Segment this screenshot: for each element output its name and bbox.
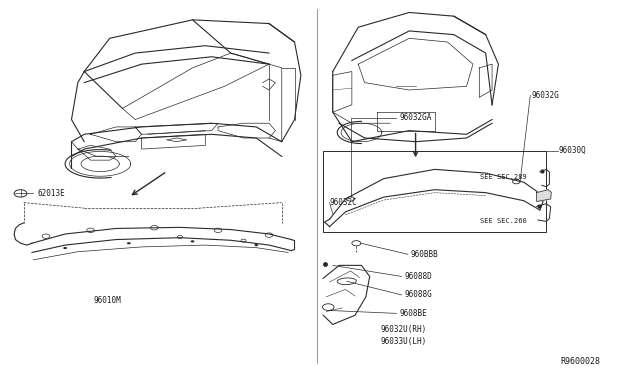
Circle shape [127,242,131,244]
Text: 96032C: 96032C [330,198,357,207]
Text: SEE SEC.260: SEE SEC.260 [481,218,527,224]
Text: 62013E: 62013E [37,189,65,198]
Text: 960BBB: 960BBB [410,250,438,259]
Text: 96030Q: 96030Q [559,147,587,155]
Circle shape [254,244,258,246]
Text: 96010M: 96010M [94,296,122,305]
Text: 9608BE: 9608BE [399,309,427,318]
Circle shape [63,247,67,249]
Text: 96032GA: 96032GA [399,113,432,122]
Text: SEE SEC.289: SEE SEC.289 [481,174,527,180]
Circle shape [191,240,195,243]
Text: 96032G: 96032G [532,91,559,100]
Text: 96032U(RH): 96032U(RH) [381,325,427,334]
Bar [323,151,546,232]
Polygon shape [537,190,551,202]
Text: 96033U(LH): 96033U(LH) [381,337,427,346]
Text: 96088D: 96088D [404,272,432,281]
Text: R9600028: R9600028 [561,357,600,366]
Text: 96088G: 96088G [404,291,432,299]
